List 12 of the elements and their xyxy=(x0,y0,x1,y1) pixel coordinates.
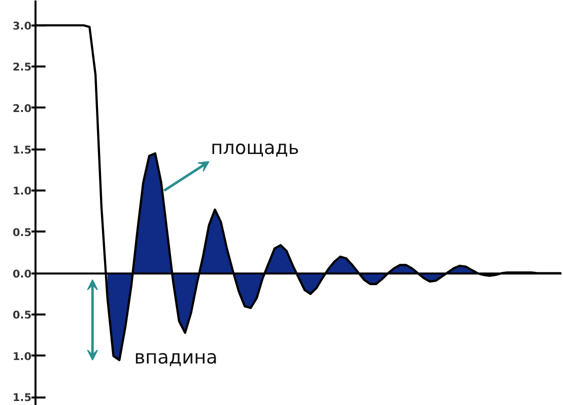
y-tick-label: 1.5 xyxy=(12,143,32,156)
y-tick-label: 1.0 xyxy=(12,184,32,198)
y-tick-label: 3.0 xyxy=(12,19,32,32)
y-tick-label: 0.0 xyxy=(12,267,32,280)
annotation: площадь xyxy=(210,138,300,160)
y-tick-label: 0.5 xyxy=(12,308,32,322)
y-tick-label: 1.0 xyxy=(12,350,32,363)
annotation: впадина xyxy=(134,347,218,368)
y-tick-label: 2.5 xyxy=(12,60,32,74)
y-tick-label: 1.5 xyxy=(12,391,32,404)
y-tick-label: 0.5 xyxy=(12,226,32,239)
y-tick-label: 2.0 xyxy=(12,102,32,115)
